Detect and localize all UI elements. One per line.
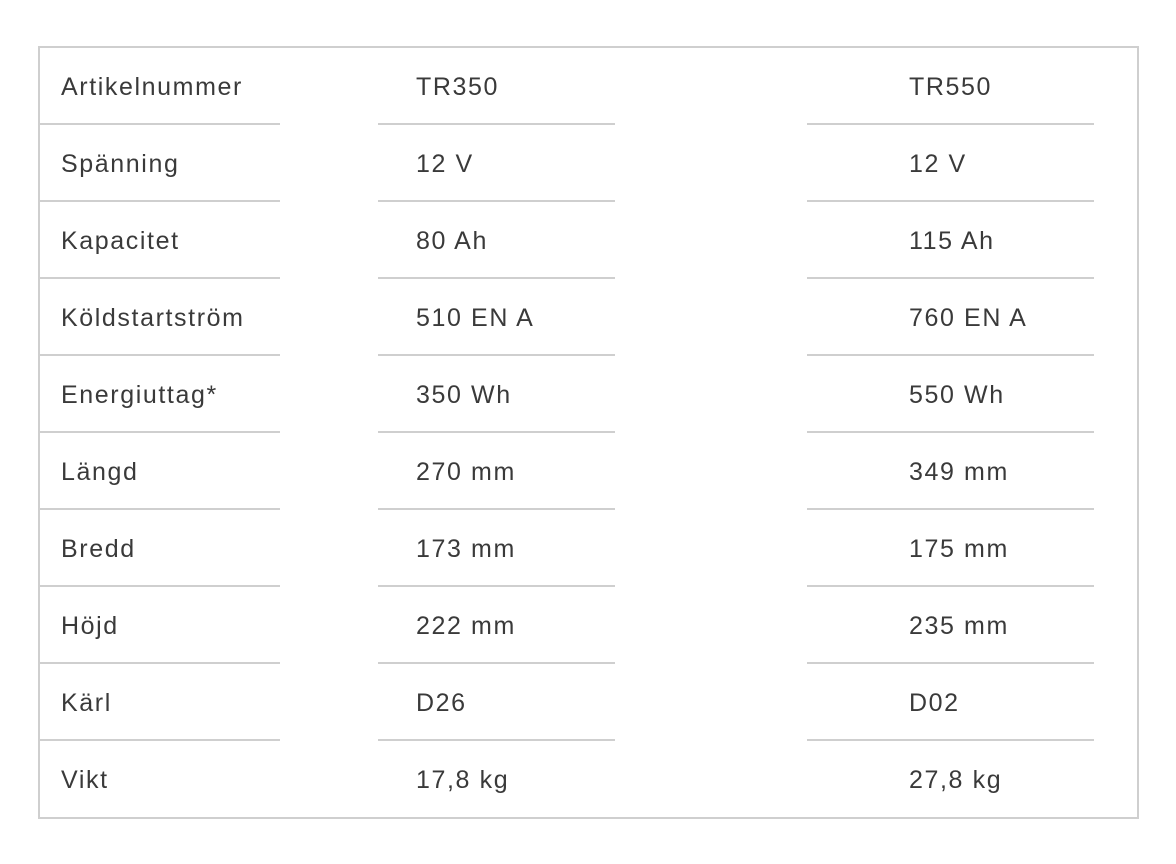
table-row: Längd 270 mm 349 mm [40,434,1137,511]
table-row: Spänning 12 V 12 V [40,126,1137,203]
value-tr350: 350 Wh [378,357,615,433]
value-tr550: 115 Ah [807,203,1094,279]
value-tr350: 12 V [378,126,615,202]
value-tr350: 510 EN A [378,280,615,356]
table-row: Artikelnummer TR350 TR550 [40,49,1137,126]
value-tr550: 349 mm [807,434,1094,510]
value-tr550: 175 mm [807,511,1094,587]
table-row: Bredd 173 mm 175 mm [40,511,1137,588]
table-row: Kärl D26 D02 [40,665,1137,742]
row-label: Kärl [40,665,280,741]
table-row: Kapacitet 80 Ah 115 Ah [40,203,1137,280]
row-label: Artikelnummer [40,49,280,125]
value-tr350: TR350 [378,49,615,125]
row-label: Spänning [40,126,280,202]
row-label: Höjd [40,588,280,664]
row-label: Köldstartström [40,280,280,356]
table-row: Energiuttag* 350 Wh 550 Wh [40,357,1137,434]
value-tr550: 760 EN A [807,280,1094,356]
row-label: Vikt [61,766,109,794]
row-label: Kapacitet [40,203,280,279]
value-tr550: TR550 [807,49,1094,125]
value-tr550: D02 [807,665,1094,741]
value-tr550: 12 V [807,126,1094,202]
table-row: Höjd 222 mm 235 mm [40,588,1137,665]
value-tr350: 173 mm [378,511,615,587]
value-tr350: D26 [378,665,615,741]
row-label: Längd [40,434,280,510]
value-tr350: 80 Ah [378,203,615,279]
value-tr550: 27,8 kg [909,766,1003,794]
value-tr550: 235 mm [807,588,1094,664]
value-tr350: 270 mm [378,434,615,510]
table-row: Vikt 17,8 kg 27,8 kg [40,742,1137,819]
table-row: Köldstartström 510 EN A 760 EN A [40,280,1137,357]
value-tr350: 222 mm [378,588,615,664]
row-label: Energiuttag* [40,357,280,433]
row-label: Bredd [40,511,280,587]
value-tr550: 550 Wh [807,357,1094,433]
value-tr350: 17,8 kg [416,766,510,794]
